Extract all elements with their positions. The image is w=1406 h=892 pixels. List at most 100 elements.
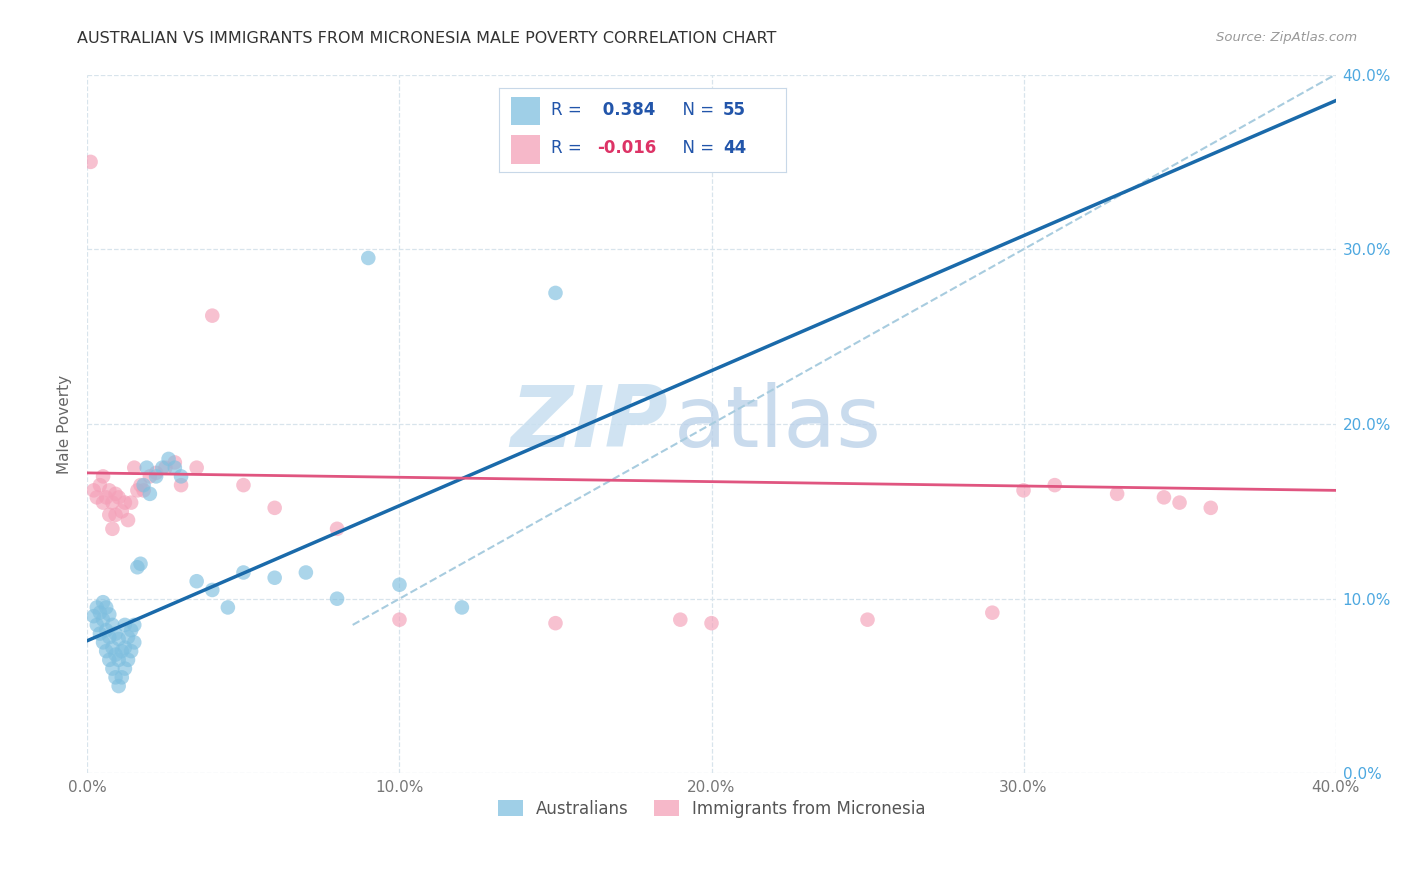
Point — [111, 670, 134, 684]
Text: ZIP: ZIP — [510, 383, 668, 466]
Point — [1043, 478, 1066, 492]
Point — [1168, 495, 1191, 509]
Point — [669, 613, 692, 627]
Point — [122, 460, 145, 475]
Point — [107, 491, 129, 505]
Point — [89, 606, 111, 620]
Point — [86, 618, 108, 632]
Point — [132, 483, 155, 498]
Point — [263, 500, 285, 515]
Point — [98, 483, 121, 498]
Point — [139, 469, 162, 483]
Point — [86, 600, 108, 615]
Point — [91, 595, 114, 609]
Point — [101, 662, 124, 676]
Point — [163, 455, 186, 469]
Point — [232, 478, 254, 492]
Point — [101, 640, 124, 655]
Point — [114, 640, 136, 655]
Point — [83, 609, 105, 624]
Point — [157, 451, 180, 466]
Point — [856, 613, 879, 627]
Point — [127, 483, 149, 498]
Text: atlas: atlas — [673, 383, 882, 466]
Point — [104, 626, 127, 640]
Point — [135, 460, 157, 475]
Point — [544, 616, 567, 631]
Point — [107, 632, 129, 646]
Point — [326, 591, 349, 606]
Point — [107, 653, 129, 667]
Point — [107, 679, 129, 693]
Point — [201, 309, 224, 323]
Point — [145, 466, 167, 480]
Point — [98, 630, 121, 644]
Point — [114, 662, 136, 676]
Point — [96, 623, 118, 637]
Point — [170, 478, 193, 492]
Point — [295, 566, 318, 580]
Point — [91, 469, 114, 483]
Text: AUSTRALIAN VS IMMIGRANTS FROM MICRONESIA MALE POVERTY CORRELATION CHART: AUSTRALIAN VS IMMIGRANTS FROM MICRONESIA… — [77, 31, 776, 46]
Point — [127, 560, 149, 574]
Point — [104, 670, 127, 684]
Point — [129, 478, 152, 492]
Point — [101, 618, 124, 632]
Point — [114, 618, 136, 632]
Point — [232, 566, 254, 580]
Point — [186, 574, 208, 589]
Point — [145, 469, 167, 483]
Point — [357, 251, 380, 265]
Point — [83, 483, 105, 498]
Point — [326, 522, 349, 536]
Point — [96, 600, 118, 615]
Point — [86, 491, 108, 505]
Point — [217, 600, 239, 615]
Point — [120, 623, 142, 637]
Point — [1199, 500, 1222, 515]
Point — [170, 469, 193, 483]
Point — [101, 495, 124, 509]
Point — [89, 478, 111, 492]
Point — [1153, 491, 1175, 505]
Point — [114, 495, 136, 509]
Point — [122, 635, 145, 649]
Point — [120, 495, 142, 509]
Point — [544, 285, 567, 300]
Point — [139, 487, 162, 501]
Point — [104, 508, 127, 522]
Point — [111, 504, 134, 518]
Point — [98, 653, 121, 667]
Point — [388, 613, 411, 627]
Point — [388, 578, 411, 592]
Point — [150, 460, 173, 475]
Point — [79, 154, 101, 169]
Point — [186, 460, 208, 475]
Point — [91, 495, 114, 509]
Point — [104, 487, 127, 501]
Point — [122, 618, 145, 632]
Point — [117, 630, 139, 644]
Point — [129, 557, 152, 571]
Point — [96, 644, 118, 658]
Point — [1012, 483, 1035, 498]
Legend: Australians, Immigrants from Micronesia: Australians, Immigrants from Micronesia — [491, 793, 932, 824]
Point — [163, 460, 186, 475]
Point — [91, 613, 114, 627]
Point — [451, 600, 474, 615]
Point — [91, 635, 114, 649]
Point — [89, 626, 111, 640]
Point — [263, 571, 285, 585]
Point — [201, 582, 224, 597]
Point — [120, 644, 142, 658]
Point — [101, 522, 124, 536]
Y-axis label: Male Poverty: Male Poverty — [58, 375, 72, 474]
Point — [155, 460, 177, 475]
Point — [117, 653, 139, 667]
Point — [117, 513, 139, 527]
Point — [700, 616, 723, 631]
Point — [111, 644, 134, 658]
Point — [981, 606, 1004, 620]
Point — [1107, 487, 1129, 501]
Point — [98, 607, 121, 622]
